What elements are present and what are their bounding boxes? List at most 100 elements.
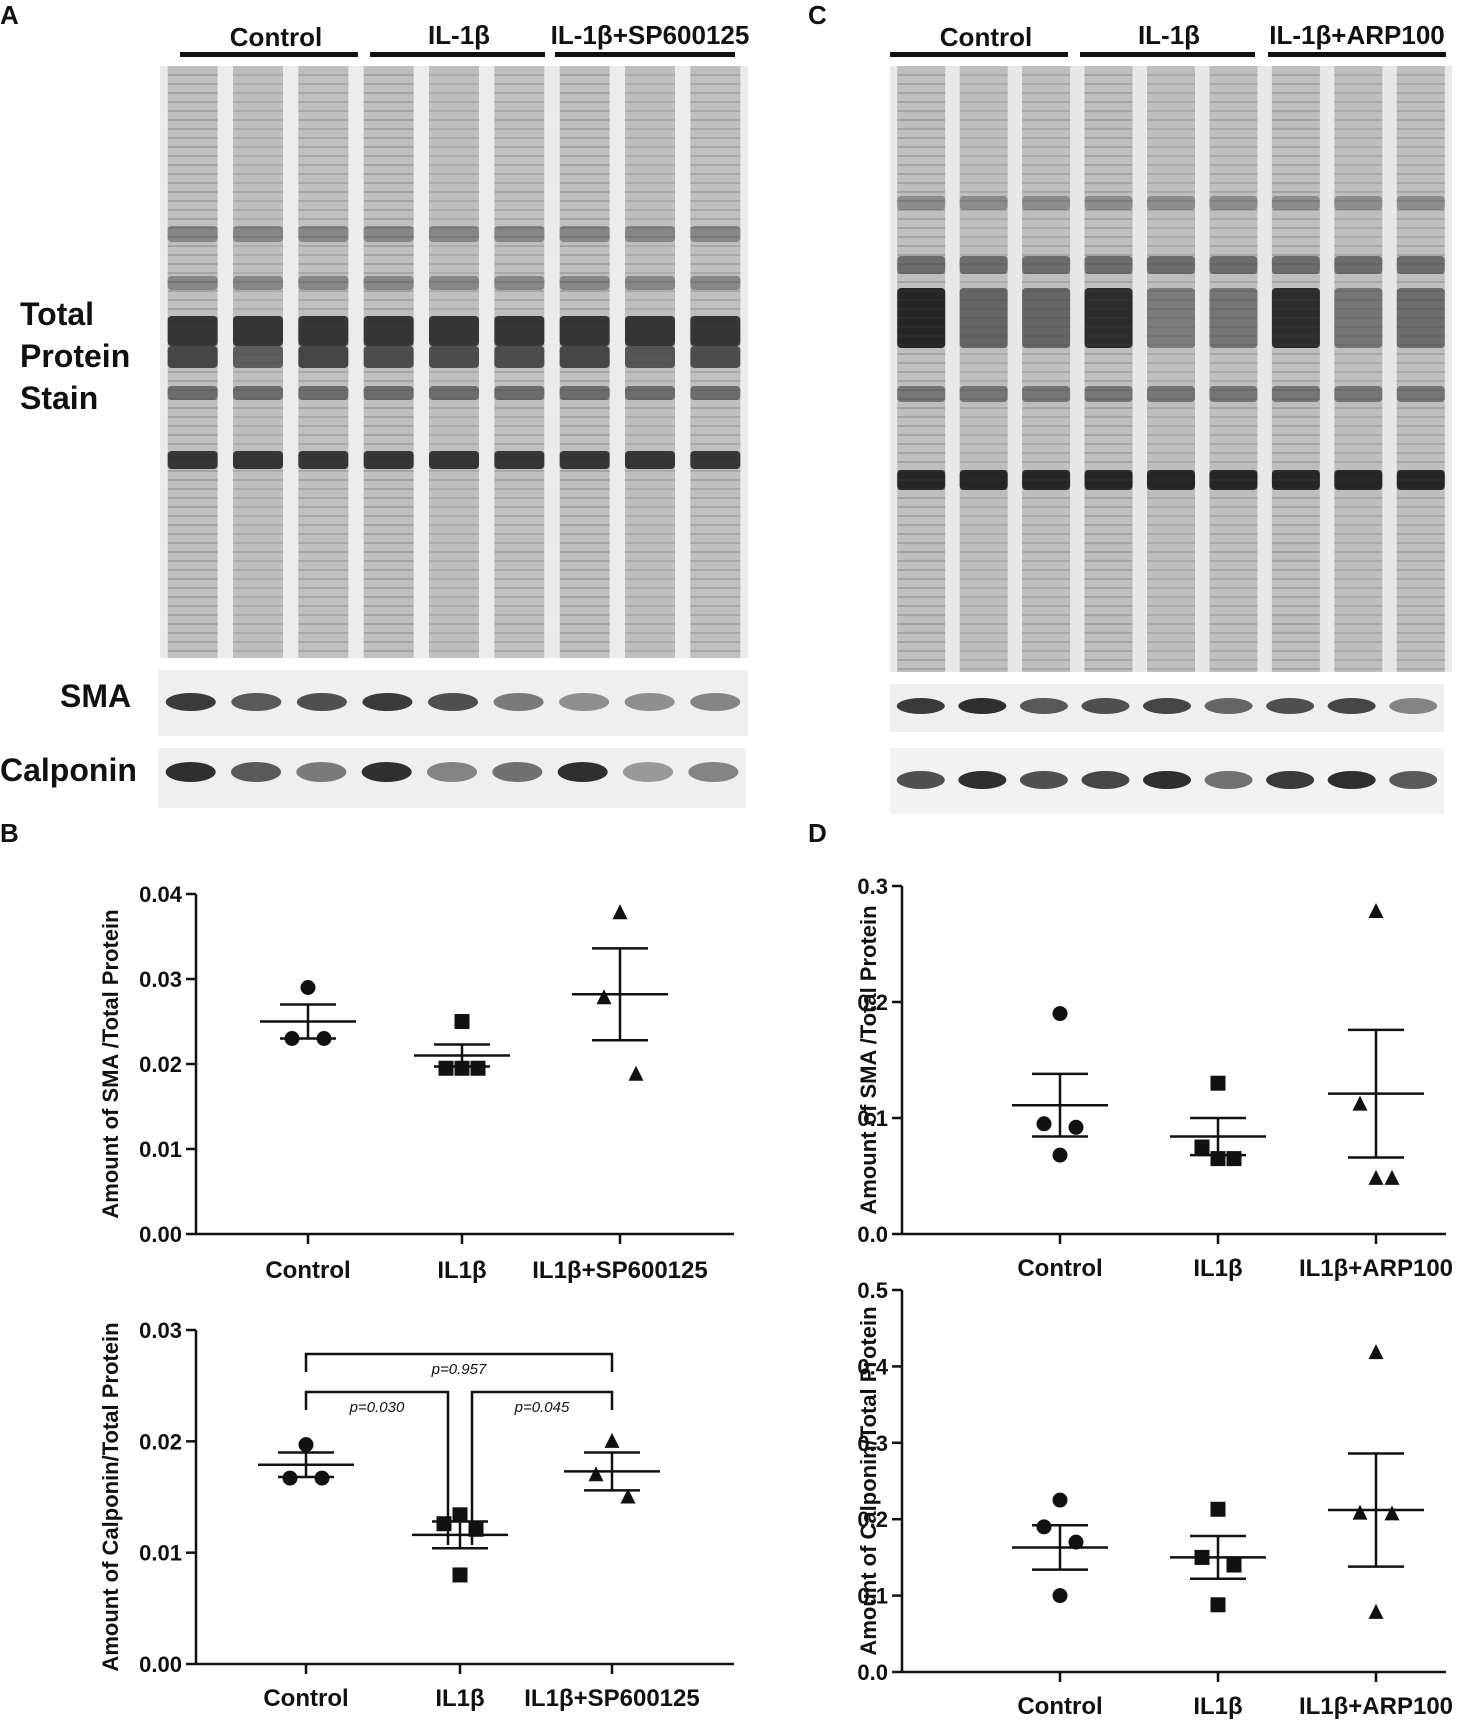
blot-lane — [625, 66, 675, 658]
sma-blot-a — [158, 670, 748, 736]
y-tick-label: 0.5 — [857, 1278, 888, 1303]
series-group — [1328, 1344, 1424, 1619]
data-point-square — [1226, 1151, 1242, 1167]
data-point-triangle — [588, 1466, 604, 1482]
x-tick-label: Control — [1017, 1255, 1102, 1282]
blot-lane — [361, 762, 412, 782]
data-point-triangle — [628, 1065, 644, 1081]
blot-lane — [1143, 698, 1191, 714]
x-tick-label: Control — [1017, 1693, 1102, 1720]
blot-lane — [690, 66, 741, 658]
row-label-sma: SMA — [60, 678, 132, 714]
blot-lane — [1081, 771, 1130, 789]
x-tick-label: Control — [265, 1257, 350, 1284]
data-point-triangle — [1368, 1603, 1384, 1619]
panel-letter-a: A — [0, 0, 19, 30]
row-label-total-protein: Total Protein Stain — [20, 296, 131, 416]
group-bar-c-control — [890, 52, 1068, 57]
blot-lane — [1271, 66, 1320, 672]
blot-lane — [1147, 66, 1195, 672]
y-tick-label: 0.01 — [139, 1137, 182, 1162]
data-point-square — [470, 1060, 486, 1076]
sma-blot-c — [890, 684, 1444, 732]
data-point-triangle — [596, 989, 612, 1005]
blot-lane — [231, 693, 282, 711]
blot-lane — [1389, 698, 1438, 714]
data-point-circle — [314, 1470, 330, 1486]
y-tick-label: 0.2 — [857, 990, 888, 1015]
blot-lane — [958, 698, 1007, 714]
group-bar-a-il1b — [370, 52, 545, 57]
blot-lane — [559, 66, 610, 658]
data-point-circle — [1052, 1006, 1068, 1022]
series-group — [1012, 1006, 1108, 1163]
data-point-square — [1210, 1075, 1226, 1091]
y-tick-label: 0.02 — [139, 1429, 182, 1454]
blot-lane — [1389, 771, 1438, 789]
y-tick-label: 0.4 — [857, 1354, 888, 1379]
data-point-circle — [1068, 1119, 1084, 1135]
data-point-square — [436, 1516, 452, 1532]
series-group — [414, 1014, 510, 1076]
y-tick-label: 0.3 — [857, 1431, 888, 1456]
blot-lane — [233, 66, 283, 658]
data-point-circle — [1052, 1588, 1068, 1604]
group-label-c-control: Control — [939, 22, 1033, 52]
data-point-triangle — [1352, 1095, 1368, 1111]
data-point-circle — [282, 1470, 298, 1486]
panel-letter-b: B — [0, 818, 19, 848]
total-protein-blot-c — [890, 66, 1452, 672]
x-tick-label: IL1β+SP600125 — [524, 1685, 699, 1712]
blot-lane — [167, 66, 218, 658]
group-bar-a-control — [180, 52, 358, 57]
blot-lane — [298, 66, 349, 658]
series-group — [412, 1507, 508, 1583]
data-point-square — [452, 1507, 468, 1523]
data-point-circle — [1036, 1116, 1052, 1132]
blot-lane — [1327, 771, 1376, 789]
x-tick-label: IL1β — [1193, 1255, 1242, 1282]
y-tick-label: 0.3 — [857, 874, 888, 899]
series-group — [564, 1432, 660, 1504]
data-point-triangle — [1368, 1169, 1384, 1185]
y-axis-label: Amount of Calponin/Total Protein — [98, 1322, 123, 1671]
data-point-circle — [300, 980, 316, 995]
data-point-square — [1210, 1597, 1226, 1613]
y-tick-label: 0.03 — [139, 1318, 182, 1343]
y-tick-label: 0.03 — [139, 967, 182, 992]
data-point-triangle — [1384, 1505, 1400, 1521]
row-label-calponin: Calponin — [0, 752, 137, 788]
blot-lane — [690, 693, 741, 711]
blot-lane — [165, 762, 216, 782]
group-bar-c-arp — [1268, 52, 1446, 57]
data-point-triangle — [1368, 903, 1384, 919]
blot-lane — [1204, 698, 1253, 714]
data-point-circle — [298, 1437, 314, 1453]
calponin-blot-c — [890, 748, 1444, 814]
blot-lane — [1266, 698, 1315, 714]
blot-lane — [1143, 771, 1191, 789]
x-tick-label: IL1β — [435, 1685, 484, 1712]
data-point-circle — [1052, 1147, 1068, 1163]
blot-lane — [557, 762, 608, 782]
blot-lane — [623, 762, 673, 782]
x-tick-label: IL1β — [437, 1257, 486, 1284]
x-tick-label: IL1β — [1193, 1693, 1242, 1720]
blot-lane — [559, 693, 610, 711]
series-group — [260, 980, 356, 1046]
group-bar-a-sp — [555, 52, 735, 57]
y-axis-label: Amount of SMA /Total Protein — [856, 905, 881, 1214]
blot-lane — [1081, 698, 1130, 714]
series-group — [1170, 1075, 1266, 1167]
panel-letter-c: C — [808, 0, 827, 30]
data-point-triangle — [612, 904, 628, 920]
blot-lane — [896, 698, 945, 714]
p-value-label: p=0.045 — [514, 1399, 570, 1416]
blot-lane — [1327, 698, 1376, 714]
data-point-circle — [1068, 1534, 1084, 1550]
data-point-square — [468, 1521, 484, 1537]
data-point-circle — [284, 1031, 300, 1046]
data-point-square — [1194, 1549, 1210, 1565]
group-bar-c-il1b — [1080, 52, 1255, 57]
data-point-square — [454, 1014, 470, 1029]
